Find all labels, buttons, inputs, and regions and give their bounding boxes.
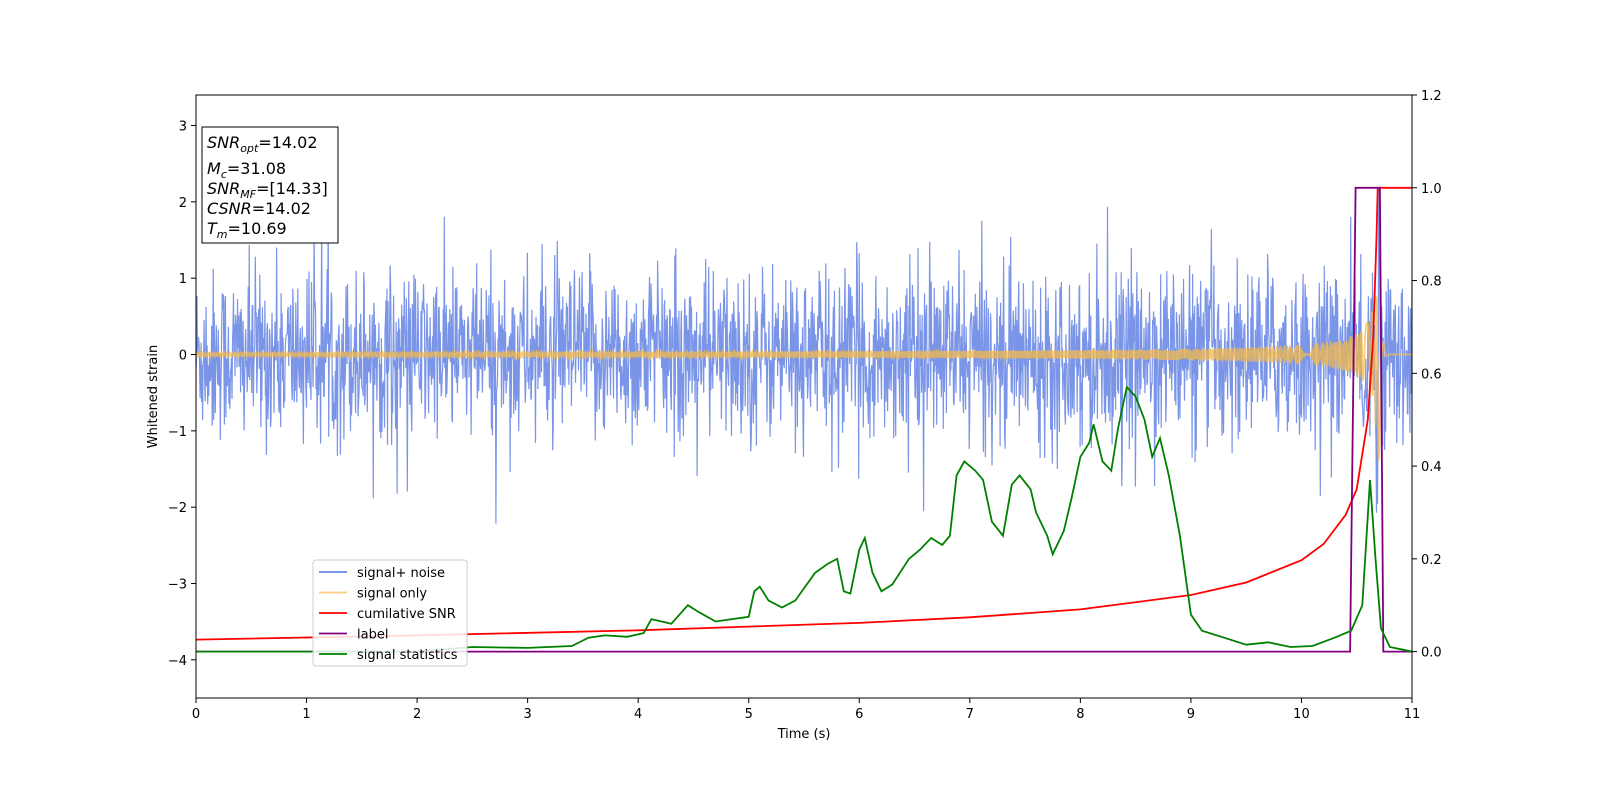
y-tick-label-left: 1: [179, 272, 187, 287]
y-tick-label-left: −1: [168, 425, 187, 440]
y-tick-label-left: −3: [168, 578, 187, 593]
series-line-0: [196, 188, 1412, 524]
y-tick-label-right: 1.0: [1421, 182, 1442, 197]
y-tick-label-right: 0.8: [1421, 275, 1442, 290]
series-line-4: [196, 385, 1412, 653]
x-tick-label: 4: [634, 707, 642, 722]
y-tick-label-left: 3: [179, 120, 187, 135]
snr-annotation-box: SNRopt=14.02 Mc=31.08SNRMF=[14.33]CSNR=14…: [201, 126, 339, 244]
series-line-1: [196, 296, 1412, 461]
y-tick-label-left: 2: [179, 196, 187, 211]
y-tick-label-left: −4: [168, 654, 187, 669]
y-tick-label-left: −2: [168, 501, 187, 516]
x-tick-label: 11: [1404, 707, 1421, 722]
annotation-line: SNRMF=[14.33]: [207, 179, 328, 201]
y-tick-label-right: 1.2: [1421, 89, 1442, 104]
plot-area: [196, 186, 1412, 653]
x-tick-label: 10: [1293, 707, 1310, 722]
legend-label: cumilative SNR: [357, 607, 456, 622]
x-tick-label: 7: [966, 707, 974, 722]
annotation-line: CSNR=14.02: [207, 199, 311, 218]
x-tick-label: 3: [523, 707, 531, 722]
y-tick-label-right: 0.2: [1421, 553, 1442, 568]
x-tick-label: 8: [1076, 707, 1084, 722]
y-tick-label-left: 0: [179, 349, 187, 364]
legend-frame: [312, 559, 468, 667]
y-tick-label-right: 0.6: [1421, 367, 1442, 382]
x-tick-label: 5: [745, 707, 753, 722]
legend-label: signal+ noise: [357, 566, 445, 581]
x-tick-label: 9: [1187, 707, 1195, 722]
x-tick-label: 2: [413, 707, 421, 722]
axes: 0 1 2 3 4 5 6 7 8 9 10 11 −4 −3 −2 −1 0 1 2 3 0.0 0.2 0.4 0.6 0.…: [168, 89, 1442, 722]
plot-frame: [195, 94, 1413, 699]
x-tick-label: 0: [192, 707, 200, 722]
x-axis-label: Time (s): [777, 727, 831, 742]
legend-label: signal only: [357, 587, 427, 602]
series-line-3: [196, 186, 1412, 653]
series-line-2: [196, 186, 1412, 641]
legend-label: label: [357, 628, 388, 643]
y-axis-label: Whitened strain: [146, 345, 161, 448]
annotation-line: Tm=10.69: [207, 219, 287, 241]
x-tick-label: 1: [302, 707, 310, 722]
annotation-frame: [201, 126, 339, 244]
x-tick-label: 6: [855, 707, 863, 722]
y-tick-label-right: 0.4: [1421, 460, 1442, 475]
annotation-line: SNRopt=14.02: [207, 133, 318, 155]
annotation-line: Mc=31.08: [207, 159, 286, 181]
legend: signal+ noise signal only cumilative SNR la…: [312, 559, 468, 667]
legend-label: signal statistics: [357, 648, 458, 663]
y-tick-label-right: 0.0: [1421, 646, 1442, 661]
